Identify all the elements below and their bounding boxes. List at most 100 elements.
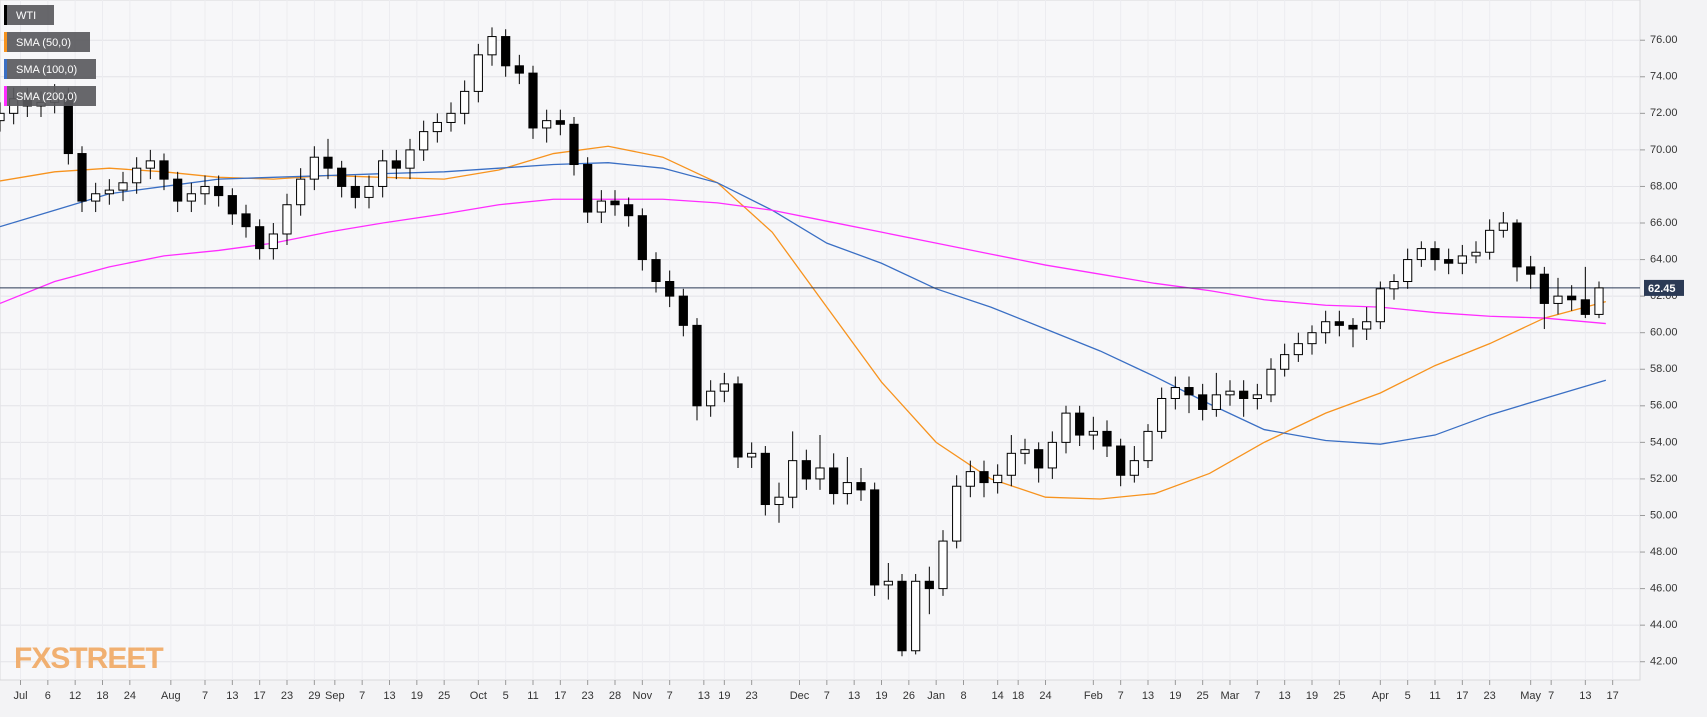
x-tick-label: 13 (1279, 690, 1291, 702)
y-tick-label: 70.00 (1650, 144, 1678, 156)
y-tick-label: 46.00 (1650, 583, 1678, 595)
legend-label: WTI (16, 10, 36, 22)
y-tick-label: 56.00 (1650, 400, 1678, 412)
x-tick-label: 14 (992, 690, 1004, 702)
candle-body (1539, 273, 1549, 304)
x-tick-label: 5 (1405, 690, 1411, 702)
x-tick-label: 13 (1579, 690, 1591, 702)
candle-body (0, 112, 5, 122)
candle-body (186, 193, 196, 202)
x-tick-label: Jan (927, 690, 945, 702)
legend-swatch (4, 59, 7, 79)
candle-body (91, 193, 101, 202)
x-tick-label: 19 (718, 690, 730, 702)
x-tick-label: 8 (960, 690, 966, 702)
candle-body (993, 474, 1003, 484)
x-tick-label: 25 (1197, 690, 1209, 702)
x-tick-label: 17 (1607, 690, 1619, 702)
y-tick-label: 68.00 (1650, 180, 1678, 192)
x-tick-label: Sep (325, 690, 345, 702)
y-tick-label: 44.00 (1650, 619, 1678, 631)
x-tick-label: Jul (13, 690, 27, 702)
candle-body (1129, 460, 1139, 476)
candle-body (1485, 229, 1495, 253)
x-tick-label: 17 (254, 690, 266, 702)
candle-body (1047, 441, 1057, 469)
x-tick-label: 18 (96, 690, 108, 702)
candle-body (856, 482, 866, 491)
legend-swatch (4, 5, 7, 25)
candle-body (487, 36, 497, 56)
candle-body (1061, 412, 1071, 443)
candle-body (1334, 321, 1344, 326)
candle-body (829, 467, 839, 495)
legend-box (4, 5, 54, 25)
candle-body (296, 178, 306, 206)
x-tick-label: Nov (633, 690, 653, 702)
candle-body (104, 189, 114, 195)
x-tick-label: 13 (226, 690, 238, 702)
y-tick-label: 50.00 (1650, 509, 1678, 521)
candle-body (173, 178, 183, 202)
x-tick-label: 13 (698, 690, 710, 702)
candle-body (159, 160, 169, 180)
candle-body (637, 215, 647, 261)
candle-body (323, 156, 333, 169)
x-tick-label: 28 (609, 690, 621, 702)
x-tick-label: 7 (1548, 690, 1554, 702)
y-tick-label: 64.00 (1650, 253, 1678, 265)
watermark: FXSTREET (14, 642, 163, 675)
candle-body (583, 164, 593, 213)
candle-body (1362, 321, 1372, 330)
candle-body (132, 167, 142, 184)
candle-body (1512, 222, 1522, 268)
candle-body (241, 213, 251, 228)
candle-body (719, 383, 729, 392)
candle-body (938, 540, 948, 590)
candle-body (1006, 452, 1016, 476)
candle-body (405, 149, 415, 169)
legend-label: SMA (100,0) (16, 64, 77, 76)
candle-body (1116, 445, 1126, 476)
candle-body (1321, 321, 1331, 334)
x-tick-label: 24 (124, 690, 136, 702)
sma-line (0, 162, 1607, 445)
x-tick-label: 18 (1012, 690, 1024, 702)
x-tick-label: 23 (1484, 690, 1496, 702)
candle-body (419, 131, 429, 151)
x-tick-label: 7 (824, 690, 830, 702)
y-tick-label: 72.00 (1650, 107, 1678, 119)
candle-body (1430, 248, 1440, 261)
candle-body (1157, 397, 1167, 432)
candle-body (1184, 387, 1194, 396)
x-tick-label: 17 (1456, 690, 1468, 702)
x-tick-label: 7 (1254, 690, 1260, 702)
candle-body (337, 167, 347, 187)
candle-body (1567, 295, 1577, 301)
legend-swatch (4, 86, 7, 106)
y-tick-label: 58.00 (1650, 363, 1678, 375)
candle-body (378, 160, 388, 187)
axes: 42.00 44.00 46.00 48.00 50.00 52.00 54.00 56.00… (13, 34, 1684, 702)
x-tick-label: 19 (875, 690, 887, 702)
candle-body (924, 580, 934, 590)
candle-body (624, 204, 634, 217)
x-tick-label: 6 (45, 690, 51, 702)
candle-body (514, 65, 524, 74)
x-tick-label: 19 (1169, 690, 1181, 702)
candle-body (214, 185, 224, 197)
candle-body (610, 200, 620, 206)
candle-body (952, 485, 962, 542)
candle-body (77, 153, 87, 202)
candle-body (1239, 390, 1249, 399)
candle-body (1307, 332, 1317, 345)
candle-body (1471, 251, 1481, 257)
candle-body (1280, 354, 1290, 370)
candle-body (1198, 394, 1208, 410)
x-tick-label: 29 (308, 690, 320, 702)
legend-box (4, 86, 96, 106)
x-tick-label: 11 (527, 690, 538, 702)
candle-body (1498, 222, 1508, 231)
candle-body (1034, 449, 1044, 469)
